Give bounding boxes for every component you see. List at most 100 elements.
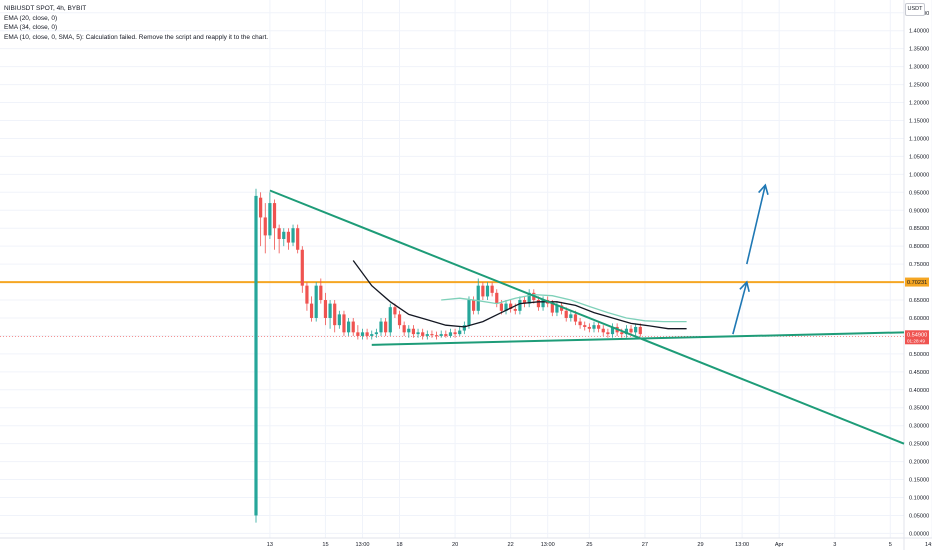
price-tick-label: 1.10000 [909,136,929,142]
candle [453,328,457,338]
candle-body [425,334,429,336]
time-axis: 13 15 13:00 18 20 22 13:00 25 27 29 13:00 Apr 3 5 14:0… [267,542,932,548]
candle [259,192,263,247]
time-tick-label: 13:00 [355,542,369,548]
candle-body [620,332,624,335]
arrow-head [739,280,750,292]
candle [624,325,628,338]
price-tick-label: 1.05000 [909,154,929,160]
candle [291,224,295,247]
candle-body [272,203,277,229]
candle [407,325,411,338]
projection-arrow [732,280,750,335]
candle-body [365,332,369,336]
candle [379,317,383,336]
candle-body [573,314,578,322]
candle-body [504,303,508,311]
price-tick-label: 1.20000 [909,101,929,107]
candle-body [407,328,411,333]
candle-body [527,292,531,304]
candle-body [300,249,304,286]
arrow-head [758,183,769,195]
candle-body [448,332,453,336]
candle-body [564,310,568,318]
candle-body [388,307,392,333]
candle-body [536,300,541,308]
price-tick-label: 0.40000 [909,388,929,394]
price-tick-label: 1.15000 [909,118,929,124]
candle [286,228,291,250]
candle [411,325,416,338]
time-tick-label: 13 [267,542,273,548]
candle [495,289,499,308]
candle-body [444,334,448,336]
price-tick-label: 0.10000 [909,496,929,502]
price-tick-label: 0.90000 [909,208,929,214]
candle-body [513,308,517,311]
time-tick-label: 3 [833,542,836,548]
price-tick-label: 1.30000 [909,65,929,71]
candle [365,328,369,340]
currency-badge[interactable]: USDT [905,3,925,16]
candle [272,199,277,250]
candle [314,282,318,322]
candle-body [499,303,503,311]
candle-body [472,300,476,311]
descending-trendline [269,189,905,445]
candle-body [462,325,466,331]
candle [254,188,258,523]
price-tick-label: 0.75000 [909,262,929,268]
candle [634,323,638,336]
arrow-shaft [746,184,767,265]
time-tick-label: Apr [775,542,784,548]
candle [356,325,360,340]
legend-ema10: EMA (10, close, 0, SMA, 5): Calculation … [4,33,269,41]
candle-body [634,326,638,333]
candle [606,328,610,338]
candle [421,328,425,340]
candle-body [342,314,346,333]
candle [485,282,490,301]
candle-body [485,285,490,297]
candle [536,296,541,311]
candle [444,330,448,338]
candle [509,300,513,313]
candle-body [360,332,365,336]
price-tick-label: 0.65000 [909,298,929,304]
candle-body [347,321,351,333]
candle-body [610,326,615,335]
ema34-line [441,293,687,323]
candle-body [254,195,258,516]
price-tick-label: 0.60000 [909,316,929,322]
candle [481,282,485,301]
price-tick-label: 0.50000 [909,352,929,358]
candle [472,296,476,315]
candle [342,310,346,336]
candle [504,300,508,315]
candle [434,331,439,340]
candles [254,188,642,523]
candle-body [476,285,480,311]
candle-body [638,326,642,335]
candle [467,296,471,329]
candle [347,317,351,336]
badge-time: 01:28:49 [907,338,925,343]
badge-value: 0.70231 [907,280,927,286]
candle-body [328,303,332,318]
candle [402,321,406,336]
candle-body [393,307,397,315]
candle [309,296,314,322]
candle-body [587,326,591,329]
time-tick-label: 22 [508,542,514,548]
legend-ema34: EMA (34, close, 0) [4,24,58,32]
candle-body [370,334,374,336]
price-tick-label: 0.30000 [909,424,929,430]
candle-body [453,332,457,335]
candle [592,321,596,333]
candle-body [592,325,596,329]
candle-body [296,228,300,250]
candle-body [263,217,267,236]
price-axis: 1.450001.400001.350001.300001.250001.200… [909,11,929,538]
candle-body [416,332,420,335]
